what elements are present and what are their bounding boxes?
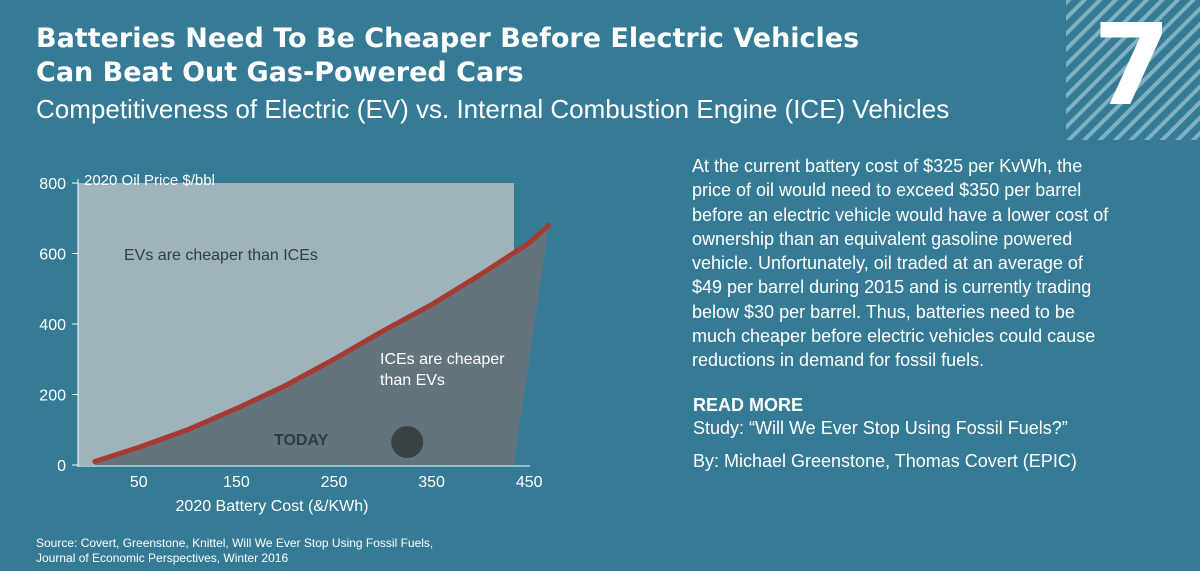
y-tick-label: 400: [39, 317, 66, 334]
y-tick-label: 200: [39, 388, 66, 405]
source-note: Source: Covert, Greenstone, Knittel, Wil…: [36, 536, 636, 566]
description-line: ownership than an equivalent gasoline po…: [692, 228, 1073, 249]
number-badge: 7: [1066, 0, 1200, 140]
today-marker: [391, 426, 424, 459]
badge-stripes: [1066, 0, 1200, 140]
description-line: At the current battery cost of $325 per …: [692, 156, 1083, 176]
y-tick-label: 600: [39, 247, 66, 264]
ice-cheaper-region: [94, 225, 549, 465]
description-line: reductions in demand for fossil fuels.: [692, 350, 985, 371]
authors-text: By: Michael Greenstone, Thomas Covert (E…: [693, 451, 1077, 471]
description-line: before an electric vehicle would have a …: [692, 204, 1109, 225]
description-line: $49 per barrel during 2015 and is curren…: [692, 277, 1092, 298]
ice-region-label-line1: ICEs are cheaper: [380, 351, 505, 368]
y-axis-label: 2020 Oil Price $/bbl: [84, 172, 215, 189]
page-title: Batteries Need To Be Cheaper Before Elec…: [36, 22, 936, 90]
x-tick-label: 450: [516, 474, 543, 491]
description-line: price of oil would need to exceed $350 p…: [692, 180, 1082, 201]
source-line-2: Journal of Economic Perspectives, Winter…: [36, 551, 289, 565]
x-axis-label: 2020 Battery Cost (&/KWh): [176, 498, 369, 515]
badge-number: 7: [1093, 1, 1171, 131]
x-tick-label: 150: [223, 474, 250, 491]
x-tick-label: 250: [321, 474, 348, 491]
chart: 0 200 400 600 800 50 150 250 350 450 2020 Oil Pri…: [39, 172, 552, 515]
break-even-curve: [92, 222, 552, 464]
today-label: TODAY: [274, 432, 329, 449]
page-subtitle: Competitiveness of Electric (EV) vs. Int…: [36, 94, 950, 124]
description-line: below $30 per barrel. Thus, batteries ne…: [692, 301, 1075, 322]
description-line: much cheaper before electric vehicles co…: [692, 326, 1096, 347]
x-tick-label: 350: [418, 474, 445, 491]
description-text: At the current battery cost of $325 per …: [692, 154, 1172, 373]
study-link[interactable]: Study: “Will We Ever Stop Using Fossil F…: [693, 418, 1068, 438]
description-line: vehicle. Unfortunately, oil traded at an…: [692, 253, 1083, 274]
read-more-heading: READ MORE: [693, 395, 804, 415]
source-line-1: Source: Covert, Greenstone, Knittel, Wil…: [36, 536, 434, 550]
ev-region-label: EVs are cheaper than ICEs: [124, 247, 318, 264]
title-line-2: Can Beat Out Gas-Powered Cars: [36, 57, 524, 88]
y-tick-label: 800: [39, 176, 66, 193]
y-tick-label: 0: [57, 458, 66, 475]
x-tick-label: 50: [130, 474, 148, 491]
title-line-1: Batteries Need To Be Cheaper Before Elec…: [36, 23, 860, 54]
ice-region-label-line2: than EVs: [380, 372, 445, 389]
